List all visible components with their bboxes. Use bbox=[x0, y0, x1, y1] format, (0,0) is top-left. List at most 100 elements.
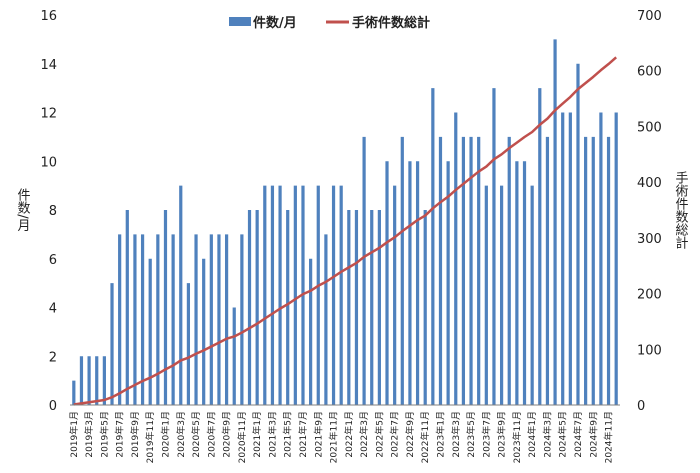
x-tick-label: 2024年5月 bbox=[557, 411, 569, 458]
x-tick-label: 2019年9月 bbox=[129, 411, 141, 458]
x-tick-label: 2024年9月 bbox=[587, 411, 599, 458]
bar bbox=[461, 136, 466, 406]
right-tick-label: 400 bbox=[637, 176, 662, 191]
bar bbox=[95, 356, 99, 405]
left-tick-label: 8 bbox=[49, 204, 57, 219]
left-tick-label: 14 bbox=[40, 58, 57, 73]
x-tick-label: 2022年1月 bbox=[343, 411, 355, 458]
bar bbox=[484, 185, 488, 406]
right-axis-title: 手術件数総計 bbox=[673, 171, 689, 249]
bar bbox=[278, 185, 282, 406]
bar bbox=[316, 185, 320, 406]
bar bbox=[522, 161, 527, 405]
x-tick-label: 2021年5月 bbox=[282, 411, 294, 458]
right-tick-label: 300 bbox=[637, 232, 662, 247]
bar bbox=[561, 112, 565, 405]
bar bbox=[102, 356, 106, 405]
total-surgeries-line bbox=[73, 56, 618, 406]
left-tick-label: 6 bbox=[49, 253, 57, 268]
bar bbox=[370, 210, 374, 405]
bar bbox=[492, 88, 496, 406]
left-tick-label: 12 bbox=[40, 107, 57, 122]
bar bbox=[377, 210, 381, 405]
bar bbox=[431, 88, 435, 406]
x-tick-label: 2020年9月 bbox=[221, 411, 233, 458]
legend: 件数/月 手術件数総計 bbox=[229, 15, 430, 31]
bar bbox=[423, 210, 427, 405]
bar bbox=[255, 210, 259, 405]
bar bbox=[72, 380, 76, 406]
bar bbox=[309, 258, 313, 405]
x-tick-label: 2023年1月 bbox=[434, 411, 446, 458]
bar bbox=[408, 161, 412, 405]
bar bbox=[224, 234, 229, 406]
bar bbox=[240, 234, 244, 406]
bar bbox=[614, 112, 618, 405]
x-tick-label: 2024年7月 bbox=[572, 411, 584, 458]
bar bbox=[385, 161, 389, 405]
bar bbox=[209, 234, 213, 406]
right-tick-label: 200 bbox=[637, 288, 662, 303]
bar bbox=[286, 210, 290, 405]
bar bbox=[477, 136, 481, 406]
bar-series bbox=[72, 39, 618, 406]
bar bbox=[347, 210, 351, 405]
bar bbox=[110, 283, 114, 406]
bar bbox=[415, 161, 420, 405]
bar bbox=[393, 185, 397, 406]
bar bbox=[171, 234, 175, 406]
x-tick-label: 2024年11月 bbox=[603, 411, 615, 463]
x-tick-label: 2021年1月 bbox=[251, 411, 263, 458]
bar bbox=[584, 136, 588, 406]
x-tick-label: 2023年7月 bbox=[480, 411, 492, 458]
left-tick-label: 2 bbox=[49, 350, 57, 365]
bar bbox=[270, 185, 275, 406]
right-axis-ticks: 0 100 200 300 400 500 600 700 bbox=[637, 9, 662, 414]
x-tick-label: 2020年5月 bbox=[190, 411, 202, 458]
bar bbox=[79, 356, 84, 405]
bar bbox=[217, 234, 221, 406]
x-tick-label: 2022年3月 bbox=[358, 411, 370, 458]
x-tick-label: 2024年3月 bbox=[541, 411, 553, 458]
x-tick-label: 2024年1月 bbox=[526, 411, 538, 458]
x-tick-label: 2021年11月 bbox=[328, 411, 340, 463]
x-tick-label: 2019年7月 bbox=[114, 411, 126, 458]
bar bbox=[202, 258, 206, 405]
bar bbox=[133, 234, 137, 406]
x-tick-label: 2023年9月 bbox=[496, 411, 508, 458]
bar bbox=[293, 185, 297, 406]
bar bbox=[606, 136, 611, 406]
bar bbox=[194, 234, 198, 406]
bar bbox=[454, 112, 458, 405]
x-tick-label: 2022年9月 bbox=[404, 411, 416, 458]
legend-line-label: 手術件数総計 bbox=[352, 15, 430, 31]
bar bbox=[179, 185, 183, 406]
right-tick-label: 500 bbox=[637, 120, 662, 135]
right-tick-label: 0 bbox=[637, 399, 645, 414]
x-tick-label: 2023年11月 bbox=[511, 411, 523, 463]
bar bbox=[331, 185, 336, 406]
bar bbox=[247, 210, 252, 405]
bar bbox=[87, 356, 91, 405]
left-tick-label: 16 bbox=[40, 9, 57, 24]
bar bbox=[530, 185, 534, 406]
x-tick-label: 2021年9月 bbox=[312, 411, 324, 458]
x-tick-label: 2023年3月 bbox=[450, 411, 462, 458]
x-tick-label: 2021年3月 bbox=[266, 411, 278, 458]
bar bbox=[446, 161, 450, 405]
bar bbox=[553, 39, 557, 406]
bar bbox=[354, 210, 359, 405]
bar bbox=[339, 185, 343, 406]
right-tick-label: 100 bbox=[637, 343, 662, 358]
x-tick-label: 2022年5月 bbox=[373, 411, 385, 458]
x-tick-label: 2020年3月 bbox=[175, 411, 187, 458]
x-tick-label: 2019年5月 bbox=[98, 411, 110, 458]
bar bbox=[163, 210, 168, 405]
x-tick-label: 2020年1月 bbox=[159, 411, 171, 458]
bar bbox=[438, 136, 443, 406]
line-series bbox=[73, 56, 618, 406]
bar bbox=[232, 307, 236, 405]
x-tick-label: 2023年5月 bbox=[465, 411, 477, 458]
bar bbox=[186, 283, 191, 406]
